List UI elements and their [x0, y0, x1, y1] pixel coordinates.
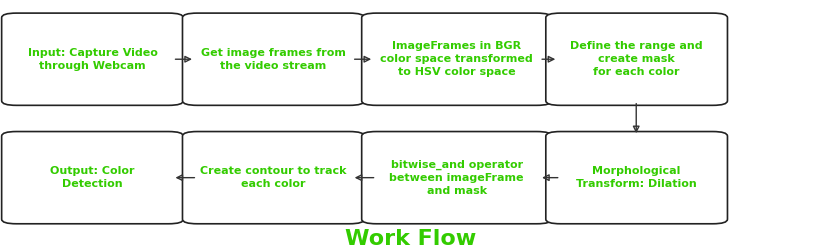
Text: Define the range and
create mask
for each color: Define the range and create mask for eac… — [570, 41, 703, 77]
FancyBboxPatch shape — [546, 13, 727, 105]
Text: Output: Color
Detection: Output: Color Detection — [50, 166, 135, 189]
Text: Morphological
Transform: Dilation: Morphological Transform: Dilation — [576, 166, 697, 189]
FancyBboxPatch shape — [362, 13, 552, 105]
Text: Create contour to track
each color: Create contour to track each color — [200, 166, 347, 189]
FancyBboxPatch shape — [2, 13, 183, 105]
FancyBboxPatch shape — [362, 132, 552, 224]
Text: ImageFrames in BGR
color space transformed
to HSV color space: ImageFrames in BGR color space transform… — [381, 41, 533, 77]
FancyBboxPatch shape — [2, 132, 183, 224]
Text: Get image frames from
the video stream: Get image frames from the video stream — [201, 48, 346, 71]
Text: Input: Capture Video
through Webcam: Input: Capture Video through Webcam — [28, 48, 157, 71]
FancyBboxPatch shape — [182, 13, 364, 105]
Text: bitwise_and operator
between imageFrame
and mask: bitwise_and operator between imageFrame … — [390, 159, 524, 196]
FancyBboxPatch shape — [182, 132, 364, 224]
Text: Work Flow: Work Flow — [345, 229, 477, 249]
FancyBboxPatch shape — [546, 132, 727, 224]
